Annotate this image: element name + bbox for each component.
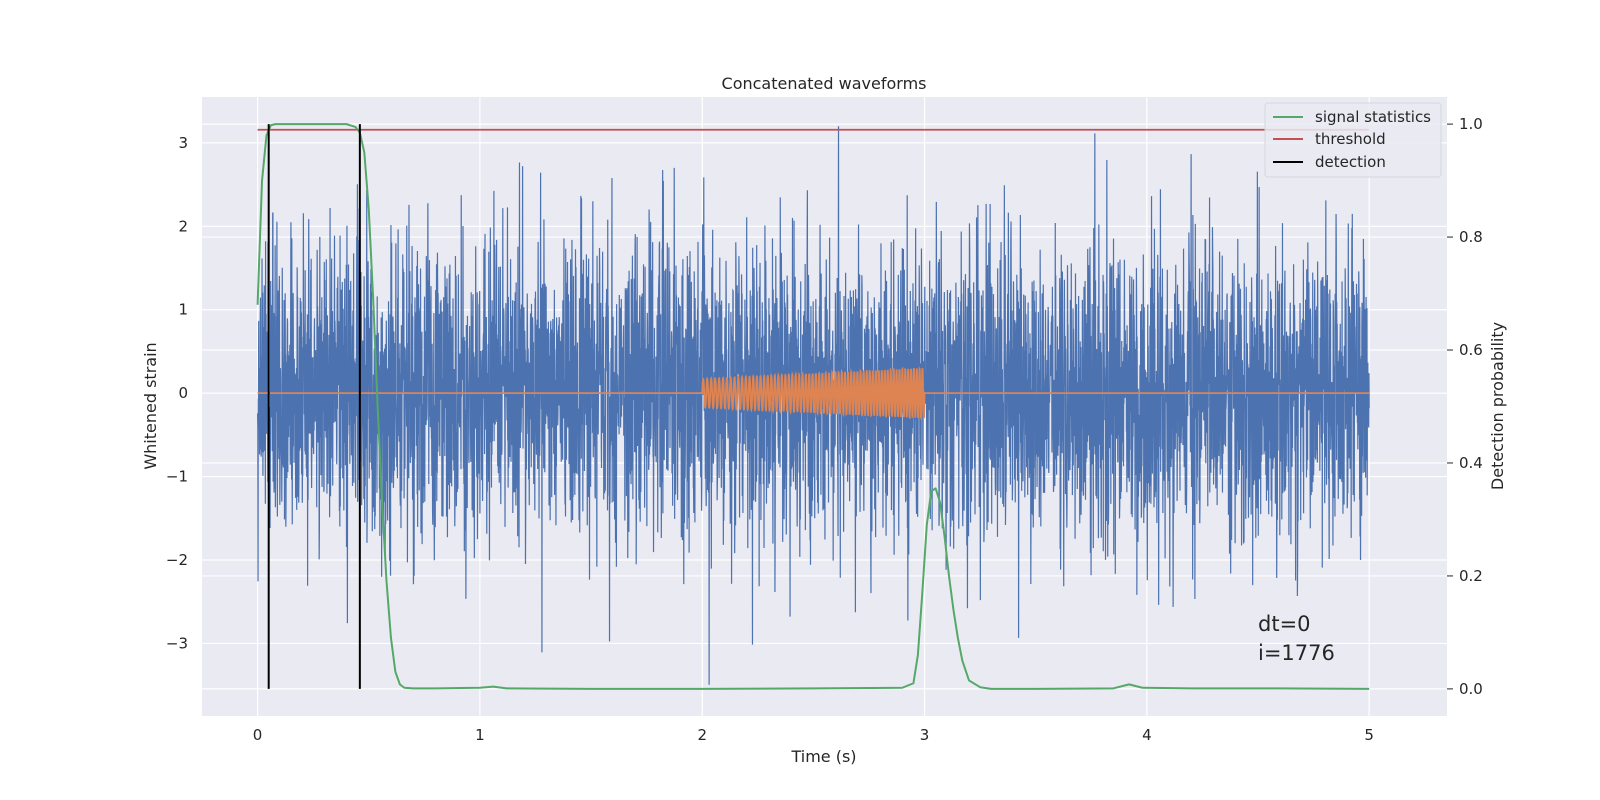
y2-tick-label: 0.6 — [1459, 341, 1483, 359]
annotation-dt: dt=0 — [1258, 612, 1311, 636]
injection-line — [257, 366, 1370, 422]
legend-label-signal-statistics: signal statistics — [1315, 108, 1431, 126]
statistics-layer — [256, 123, 1370, 690]
strain-line — [256, 126, 1370, 685]
y-axis-label: Whitened strain — [141, 342, 160, 469]
x-tick-label: 5 — [1364, 726, 1374, 744]
x-tick-label: 3 — [920, 726, 930, 744]
injection-series-layer — [257, 366, 1370, 422]
y2-tick-label: 0.0 — [1459, 680, 1483, 698]
legend-box — [1264, 102, 1442, 178]
legend: signal statistics threshold detection — [1264, 102, 1442, 178]
y-tick-label: 1 — [178, 301, 188, 319]
strain-series-layer — [256, 126, 1370, 685]
y-axis-left: −3 −2 −1 0 1 2 3 — [166, 134, 188, 653]
y-tick-label: 2 — [178, 217, 188, 235]
y2-tick-label: 0.8 — [1459, 228, 1483, 246]
x-tick-label: 4 — [1142, 726, 1152, 744]
y-tick-label: −2 — [166, 551, 188, 569]
legend-label-detection: detection — [1315, 153, 1386, 171]
chart-title: Concatenated waveforms — [722, 74, 927, 93]
y2-tick-label: 0.2 — [1459, 567, 1483, 585]
x-axis-label: Time (s) — [790, 747, 856, 766]
x-tick-label: 1 — [475, 726, 485, 744]
y-tick-label: 0 — [178, 384, 188, 402]
y-tick-label: 3 — [178, 134, 188, 152]
signal-statistics-line — [256, 123, 1370, 690]
x-axis: 0 1 2 3 4 5 — [253, 726, 1374, 744]
y-tick-label: −1 — [166, 468, 188, 486]
x-tick-label: 0 — [253, 726, 263, 744]
y-tick-label: −3 — [166, 634, 188, 652]
y2-axis-label: Detection probability — [1488, 322, 1507, 490]
y-axis-right: 0.0 0.2 0.4 0.6 0.8 1.0 — [1447, 115, 1483, 698]
x-tick-label: 2 — [697, 726, 707, 744]
annotation-index: i=1776 — [1258, 641, 1335, 665]
legend-label-threshold: threshold — [1315, 130, 1386, 148]
y2-tick-label: 1.0 — [1459, 115, 1483, 133]
y2-tick-label: 0.4 — [1459, 454, 1483, 472]
